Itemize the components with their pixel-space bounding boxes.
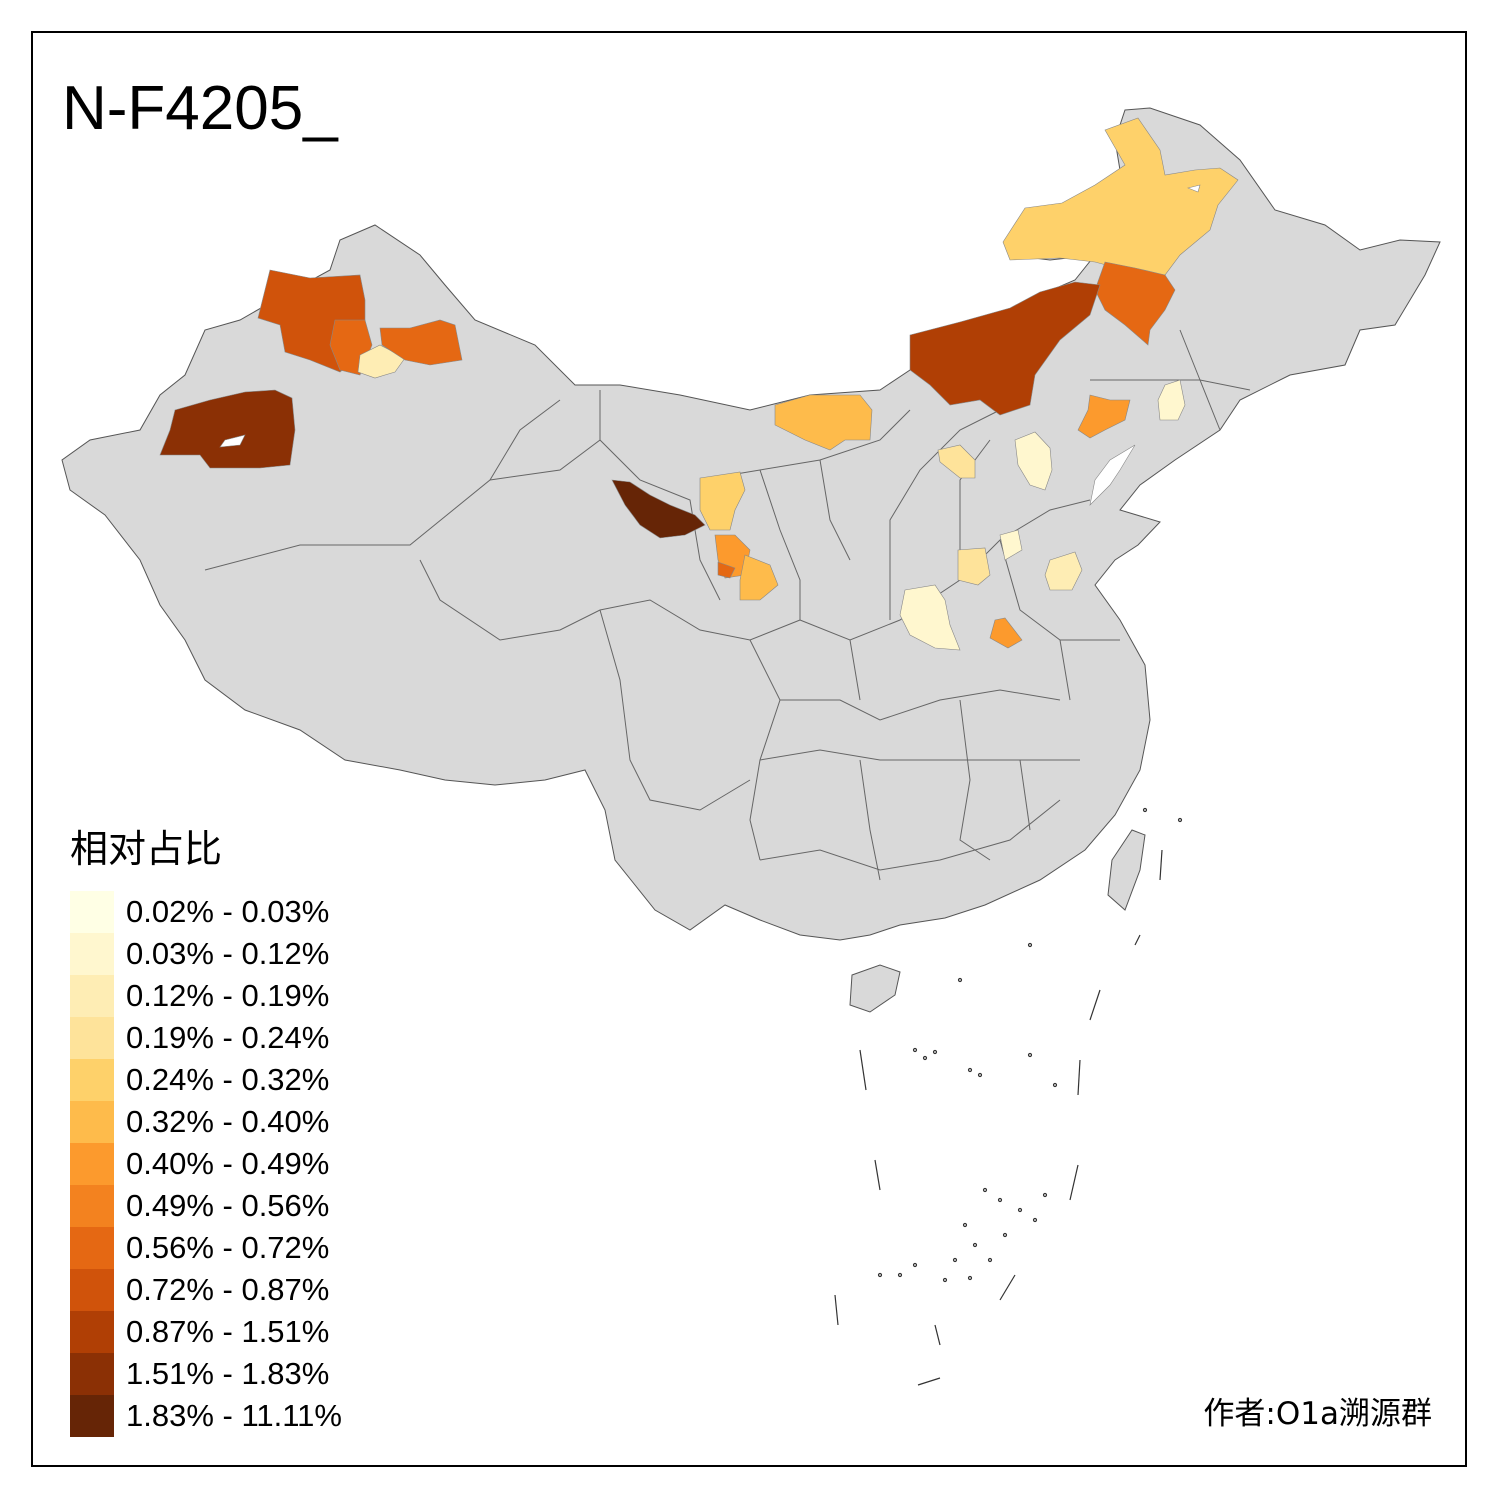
region-henan-east — [989, 617, 1023, 649]
colored-regions — [159, 117, 1239, 651]
region-xinjiang-north-east — [379, 319, 463, 366]
legend-label: 0.24% - 0.32% — [126, 1062, 330, 1097]
map-title: N-F4205_ — [62, 74, 338, 143]
legend-item: 0.56% - 0.72% — [70, 1227, 342, 1269]
legend-swatch — [70, 1269, 114, 1311]
hainan-island — [849, 964, 901, 1013]
legend-item: 0.72% - 0.87% — [70, 1269, 342, 1311]
legend-label: 0.03% - 0.12% — [126, 936, 330, 971]
legend-item: 0.19% - 0.24% — [70, 1017, 342, 1059]
legend-item: 0.02% - 0.03% — [70, 891, 342, 933]
region-gansu-hexi — [611, 479, 706, 539]
region-jilin-east — [1157, 379, 1186, 421]
taiwan-island — [1107, 829, 1146, 911]
legend-swatch — [70, 975, 114, 1017]
legend-label: 0.19% - 0.24% — [126, 1020, 330, 1055]
province-boundaries — [204, 329, 1251, 881]
region-gansu-small — [717, 561, 736, 579]
region-shanxi-south — [957, 547, 991, 586]
region-xinjiang-yellow — [357, 344, 406, 379]
region-nei-mongol-central — [909, 281, 1101, 416]
legend-swatch — [70, 1017, 114, 1059]
legend-item: 0.32% - 0.40% — [70, 1101, 342, 1143]
legend-item: 0.87% - 1.51% — [70, 1311, 342, 1353]
legend-label: 0.32% - 0.40% — [126, 1104, 330, 1139]
lakes — [219, 184, 1201, 506]
legend-item: 0.40% - 0.49% — [70, 1143, 342, 1185]
legend-swatch — [70, 1059, 114, 1101]
region-hebei-north — [1014, 431, 1053, 491]
region-nei-mongol-east — [1094, 261, 1176, 346]
legend-title: 相对占比 — [70, 827, 223, 871]
legend-item: 0.49% - 0.56% — [70, 1185, 342, 1227]
region-jilin — [1077, 394, 1131, 439]
region-hebei-west — [937, 444, 976, 479]
legend-item: 1.51% - 1.83% — [70, 1353, 342, 1395]
region-shandong-north — [999, 529, 1023, 561]
region-ningxia — [699, 471, 746, 531]
legend-swatch — [70, 1143, 114, 1185]
legend-rows: 0.02% - 0.03% 0.03% - 0.12% 0.12% - 0.19% 0… — [70, 891, 342, 1437]
legend-label: 0.49% - 0.56% — [126, 1188, 330, 1223]
region-gansu-east — [739, 554, 779, 601]
legend-item: 0.24% - 0.32% — [70, 1059, 342, 1101]
legend-label: 1.51% - 1.83% — [126, 1356, 330, 1391]
legend-label: 0.56% - 0.72% — [126, 1230, 330, 1265]
legend-label: 0.02% - 0.03% — [126, 894, 330, 929]
region-xinjiang-south-west — [159, 389, 296, 469]
legend-swatch — [70, 1353, 114, 1395]
legend-label: 0.72% - 0.87% — [126, 1272, 330, 1307]
legend-swatch — [70, 933, 114, 975]
legend-item: 1.83% - 11.11% — [70, 1395, 342, 1437]
legend-label: 0.40% - 0.49% — [126, 1146, 330, 1181]
china-landmass — [61, 107, 1441, 941]
legend-item: 0.03% - 0.12% — [70, 933, 342, 975]
region-henan — [899, 584, 961, 651]
legend-swatch — [70, 1185, 114, 1227]
author-credit: 作者:O1a溯源群 — [1203, 1396, 1432, 1432]
legend-label: 0.12% - 0.19% — [126, 978, 330, 1013]
region-nei-mongol-west — [774, 394, 873, 451]
legend-swatch — [70, 891, 114, 933]
legend-label: 1.83% - 11.11% — [126, 1398, 342, 1433]
legend-swatch — [70, 1311, 114, 1353]
legend-label: 0.87% - 1.51% — [126, 1314, 330, 1349]
legend-swatch — [70, 1101, 114, 1143]
legend-swatch — [70, 1227, 114, 1269]
legend: 相对占比 0.02% - 0.03% 0.03% - 0.12% 0.12% - 0… — [70, 818, 342, 1437]
legend-swatch — [70, 1395, 114, 1437]
south-sea-islands — [834, 807, 1183, 1386]
region-shandong — [1044, 551, 1083, 591]
legend-item: 0.12% - 0.19% — [70, 975, 342, 1017]
